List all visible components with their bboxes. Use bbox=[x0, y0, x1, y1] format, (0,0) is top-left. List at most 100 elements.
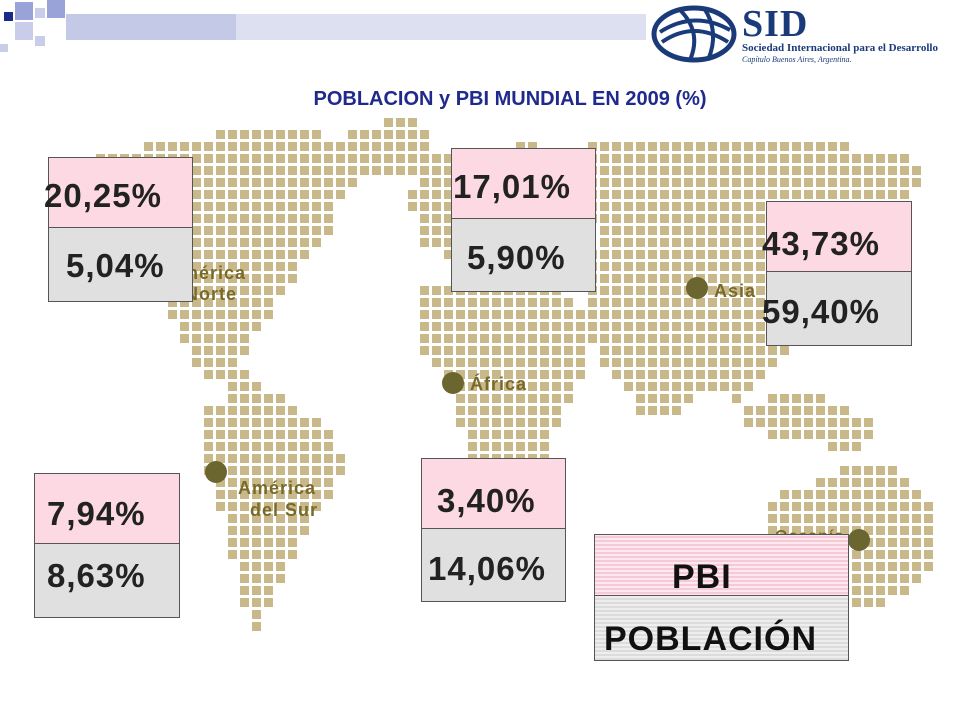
map-dot bbox=[732, 322, 741, 331]
map-dot bbox=[204, 226, 213, 235]
map-dot bbox=[480, 382, 489, 391]
map-dot bbox=[552, 418, 561, 427]
map-dot bbox=[468, 334, 477, 343]
map-dot bbox=[264, 418, 273, 427]
map-dot bbox=[684, 142, 693, 151]
map-dot bbox=[756, 310, 765, 319]
map-dot bbox=[636, 214, 645, 223]
map-dot bbox=[504, 358, 513, 367]
map-dot bbox=[720, 214, 729, 223]
map-dot bbox=[216, 262, 225, 271]
map-dot bbox=[768, 346, 777, 355]
map-dot bbox=[876, 574, 885, 583]
map-dot bbox=[216, 346, 225, 355]
map-dot bbox=[636, 370, 645, 379]
map-dot bbox=[720, 286, 729, 295]
region-label-south-america-2: del Sur bbox=[250, 500, 319, 520]
map-dot bbox=[264, 586, 273, 595]
map-dot bbox=[552, 346, 561, 355]
map-dot bbox=[252, 262, 261, 271]
map-dot bbox=[300, 514, 309, 523]
map-dot bbox=[252, 322, 261, 331]
map-dot bbox=[900, 190, 909, 199]
map-dot bbox=[732, 394, 741, 403]
map-dot bbox=[876, 538, 885, 547]
map-dot bbox=[876, 478, 885, 487]
map-dot bbox=[444, 334, 453, 343]
map-dot bbox=[720, 346, 729, 355]
map-dot bbox=[204, 418, 213, 427]
map-dot bbox=[768, 430, 777, 439]
map-dot bbox=[756, 202, 765, 211]
map-dot bbox=[660, 238, 669, 247]
map-dot bbox=[300, 142, 309, 151]
map-dot bbox=[312, 190, 321, 199]
map-dot bbox=[744, 154, 753, 163]
map-dot bbox=[744, 310, 753, 319]
map-dot bbox=[264, 286, 273, 295]
map-dot bbox=[336, 454, 345, 463]
map-dot bbox=[432, 322, 441, 331]
map-dot bbox=[852, 478, 861, 487]
map-dot bbox=[672, 298, 681, 307]
map-dot bbox=[684, 310, 693, 319]
map-dot bbox=[216, 298, 225, 307]
map-dot bbox=[516, 394, 525, 403]
map-dot bbox=[612, 310, 621, 319]
map-dot bbox=[756, 178, 765, 187]
map-dot bbox=[492, 394, 501, 403]
map-dot bbox=[540, 310, 549, 319]
map-dot bbox=[288, 406, 297, 415]
map-dot bbox=[372, 166, 381, 175]
map-dot bbox=[576, 358, 585, 367]
map-dot bbox=[864, 466, 873, 475]
map-dot bbox=[444, 238, 453, 247]
region-marker bbox=[205, 461, 227, 483]
map-dot bbox=[648, 214, 657, 223]
map-dot bbox=[192, 202, 201, 211]
map-dot bbox=[792, 430, 801, 439]
map-dot bbox=[240, 562, 249, 571]
map-dot bbox=[792, 502, 801, 511]
map-dot bbox=[840, 178, 849, 187]
legend-poblacion-label: POBLACIÓN bbox=[604, 620, 817, 658]
map-dot bbox=[240, 370, 249, 379]
map-dot bbox=[864, 490, 873, 499]
map-dot bbox=[744, 274, 753, 283]
map-dot bbox=[672, 334, 681, 343]
map-dot bbox=[276, 214, 285, 223]
map-dot bbox=[288, 454, 297, 463]
map-dot bbox=[756, 286, 765, 295]
map-dot bbox=[180, 310, 189, 319]
map-dot bbox=[780, 514, 789, 523]
map-dot bbox=[828, 502, 837, 511]
map-dot bbox=[528, 382, 537, 391]
map-dot bbox=[288, 442, 297, 451]
map-dot bbox=[252, 382, 261, 391]
map-dot bbox=[744, 334, 753, 343]
map-dot bbox=[216, 274, 225, 283]
map-dot bbox=[612, 154, 621, 163]
map-dot bbox=[756, 418, 765, 427]
map-dot bbox=[888, 502, 897, 511]
map-dot bbox=[564, 334, 573, 343]
pbi-value-asia: 43,73% bbox=[762, 225, 880, 262]
map-dot bbox=[552, 334, 561, 343]
map-dot bbox=[492, 322, 501, 331]
map-dot bbox=[648, 286, 657, 295]
map-dot bbox=[576, 322, 585, 331]
map-dot bbox=[252, 490, 261, 499]
map-dot bbox=[540, 298, 549, 307]
map-dot bbox=[600, 334, 609, 343]
map-dot bbox=[852, 550, 861, 559]
map-dot bbox=[708, 346, 717, 355]
map-dot bbox=[768, 526, 777, 535]
map-dot bbox=[588, 310, 597, 319]
map-dot bbox=[852, 502, 861, 511]
map-dot bbox=[252, 190, 261, 199]
map-dot bbox=[444, 298, 453, 307]
map-dot bbox=[504, 442, 513, 451]
map-dot bbox=[276, 574, 285, 583]
map-dot bbox=[552, 310, 561, 319]
map-dot bbox=[432, 214, 441, 223]
